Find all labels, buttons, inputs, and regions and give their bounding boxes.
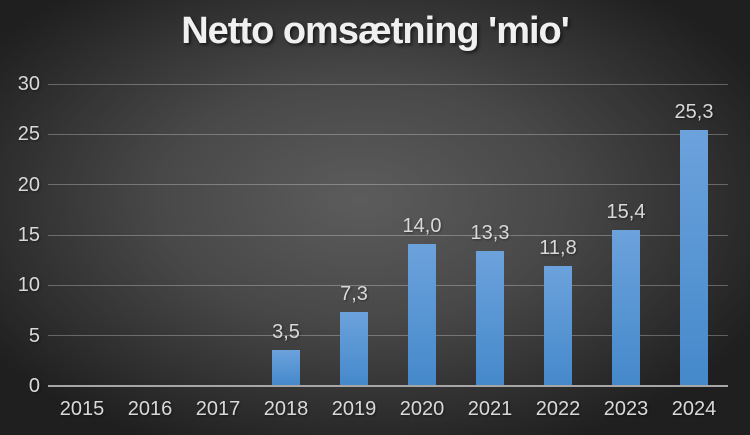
x-tick-label-2016: 2016 — [127, 398, 173, 420]
x-tick-label-2019: 2019 — [331, 398, 377, 420]
x-tick-label-2017: 2017 — [195, 398, 241, 420]
bar-2021 — [476, 251, 504, 385]
gridline-5 — [48, 335, 728, 337]
x-tick-label-2020: 2020 — [399, 398, 445, 420]
y-tick-label-5: 5 — [28, 324, 40, 347]
data-label-2024: 25,3 — [674, 101, 714, 124]
gridline-25 — [48, 133, 728, 135]
y-tick-label-25: 25 — [17, 123, 40, 146]
data-label-2023: 15,4 — [606, 200, 646, 223]
x-tick-label-2024: 2024 — [671, 398, 717, 420]
bar-2019 — [340, 311, 368, 385]
data-label-2021: 13,3 — [470, 222, 510, 245]
bar-2023 — [612, 229, 640, 385]
bar-2018 — [272, 349, 300, 385]
y-tick-label-30: 30 — [17, 73, 40, 95]
x-tick-label-2023: 2023 — [603, 398, 649, 420]
y-tick-label-10: 10 — [17, 274, 40, 297]
data-label-2020: 14,0 — [402, 215, 442, 238]
x-tick-label-2022: 2022 — [535, 398, 581, 420]
y-tick-label-0: 0 — [28, 375, 40, 397]
bar-2022 — [544, 266, 572, 385]
gridline-15 — [48, 234, 728, 236]
gridline-10 — [48, 284, 728, 286]
data-label-2019: 7,3 — [340, 282, 368, 305]
chart-title: Netto omsætning 'mio' — [181, 10, 570, 52]
y-tick-label-20: 20 — [17, 173, 40, 196]
bar-2024 — [680, 130, 708, 385]
plot-area: 0 5 10 15 20 25 30 2015 2016 2017 3,5 2018 7,3 2019 14… — [18, 73, 728, 420]
data-label-2022: 11,8 — [539, 237, 577, 260]
x-tick-label-2018: 2018 — [263, 398, 309, 420]
x-axis-line — [48, 385, 728, 387]
gridline-20 — [48, 184, 728, 186]
data-label-2018: 3,5 — [272, 320, 300, 343]
y-tick-label-15: 15 — [17, 224, 40, 246]
bar-2020 — [408, 244, 436, 385]
x-tick-label-2021: 2021 — [467, 398, 513, 420]
x-tick-label-2015: 2015 — [59, 398, 105, 420]
gridline-30 — [48, 83, 728, 85]
